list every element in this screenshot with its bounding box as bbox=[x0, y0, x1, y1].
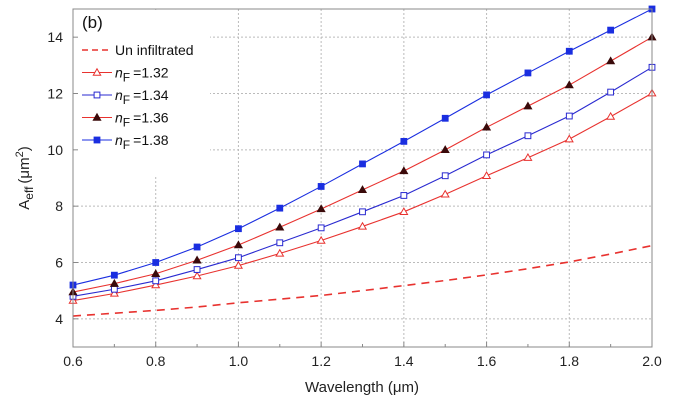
data-point bbox=[524, 69, 532, 77]
data-point bbox=[482, 122, 492, 131]
data-point bbox=[565, 47, 573, 55]
x-tick-label: 2.0 bbox=[642, 353, 662, 369]
x-tick-label: 1.2 bbox=[311, 353, 331, 369]
legend-item: nF =1.36 bbox=[82, 110, 169, 130]
legend-label: nF =1.38 bbox=[115, 132, 169, 152]
legend-marker bbox=[92, 67, 102, 76]
data-point bbox=[400, 137, 408, 145]
data-point bbox=[275, 248, 285, 257]
x-tick-label: 1.0 bbox=[229, 353, 249, 369]
y-tick-label: 8 bbox=[55, 198, 63, 214]
data-point bbox=[357, 185, 368, 194]
data-point bbox=[565, 112, 573, 120]
y-tick-label: 10 bbox=[47, 142, 63, 158]
legend-marker bbox=[92, 112, 102, 121]
legend-label: nF =1.32 bbox=[115, 65, 169, 85]
data-point bbox=[606, 111, 616, 120]
data-point bbox=[317, 183, 325, 190]
x-tick-label: 1.4 bbox=[394, 353, 414, 369]
data-point bbox=[235, 254, 242, 262]
data-point bbox=[110, 271, 118, 279]
data-point bbox=[275, 222, 285, 231]
series-line bbox=[72, 244, 653, 317]
x-tick-label: 1.6 bbox=[477, 353, 497, 369]
data-point bbox=[152, 277, 160, 285]
data-point bbox=[606, 56, 616, 65]
legend-item: Un infiltrated bbox=[82, 42, 194, 58]
data-point bbox=[564, 134, 574, 143]
data-point bbox=[564, 80, 574, 89]
series-4 bbox=[69, 5, 656, 289]
data-point bbox=[441, 114, 449, 122]
y-tick-label: 4 bbox=[55, 311, 63, 327]
legend-label: Un infiltrated bbox=[115, 42, 194, 58]
data-point bbox=[235, 225, 242, 233]
x-tick-label: 0.6 bbox=[63, 353, 83, 369]
data-point bbox=[316, 204, 326, 213]
series-0 bbox=[72, 244, 653, 317]
legend-marker bbox=[93, 136, 101, 144]
data-point bbox=[482, 171, 492, 179]
data-point bbox=[276, 239, 284, 247]
legend-item: nF =1.34 bbox=[82, 87, 169, 107]
x-axis-label: Wavelength (μm) bbox=[305, 379, 419, 396]
x-tick-label: 1.8 bbox=[560, 353, 580, 369]
data-point bbox=[400, 192, 408, 199]
data-point bbox=[233, 240, 243, 249]
x-tick-label: 0.8 bbox=[146, 353, 166, 369]
data-point bbox=[109, 278, 119, 287]
axis-ticks: 0.6 0.8 1.0 1.2 1.4 1.6 1.8 2.0 4 6 8 10 12 14 bbox=[47, 29, 662, 369]
data-point bbox=[359, 208, 366, 216]
data-point bbox=[523, 101, 533, 110]
data-point bbox=[440, 189, 450, 198]
data-point bbox=[399, 207, 409, 215]
legend-label: nF =1.36 bbox=[115, 110, 169, 130]
y-tick-label: 14 bbox=[47, 29, 63, 45]
data-point bbox=[110, 285, 118, 293]
legend-marker bbox=[93, 91, 101, 99]
data-point bbox=[151, 280, 161, 289]
data-point bbox=[483, 91, 490, 99]
series-1 bbox=[68, 88, 657, 304]
panel-label: (b) bbox=[82, 13, 103, 32]
data-point bbox=[193, 266, 201, 273]
data-point bbox=[441, 172, 449, 180]
data-point bbox=[483, 151, 490, 159]
y-tick-label: 12 bbox=[47, 86, 63, 102]
y-axis-label: Aeff(μm2) bbox=[14, 146, 36, 209]
legend-item: nF =1.38 bbox=[82, 132, 169, 152]
data-point bbox=[523, 153, 533, 161]
data-point bbox=[316, 235, 326, 244]
data-point bbox=[317, 224, 325, 232]
y-tick-label: 6 bbox=[55, 255, 63, 271]
data-point bbox=[192, 271, 202, 280]
data-point bbox=[192, 255, 202, 264]
data-point bbox=[607, 26, 615, 34]
data-point bbox=[152, 259, 160, 266]
data-point bbox=[399, 166, 409, 175]
data-point bbox=[193, 243, 201, 251]
legend-label: nF =1.34 bbox=[115, 87, 169, 107]
data-point bbox=[440, 145, 450, 154]
data-point bbox=[357, 221, 368, 230]
data-point bbox=[109, 288, 119, 297]
data-point bbox=[276, 204, 284, 212]
data-point bbox=[233, 260, 243, 269]
data-point bbox=[524, 132, 532, 140]
data-point bbox=[607, 88, 615, 96]
legend-item: nF =1.32 bbox=[82, 65, 169, 85]
data-point bbox=[359, 160, 366, 168]
series-group bbox=[68, 5, 657, 317]
data-point bbox=[151, 269, 161, 277]
